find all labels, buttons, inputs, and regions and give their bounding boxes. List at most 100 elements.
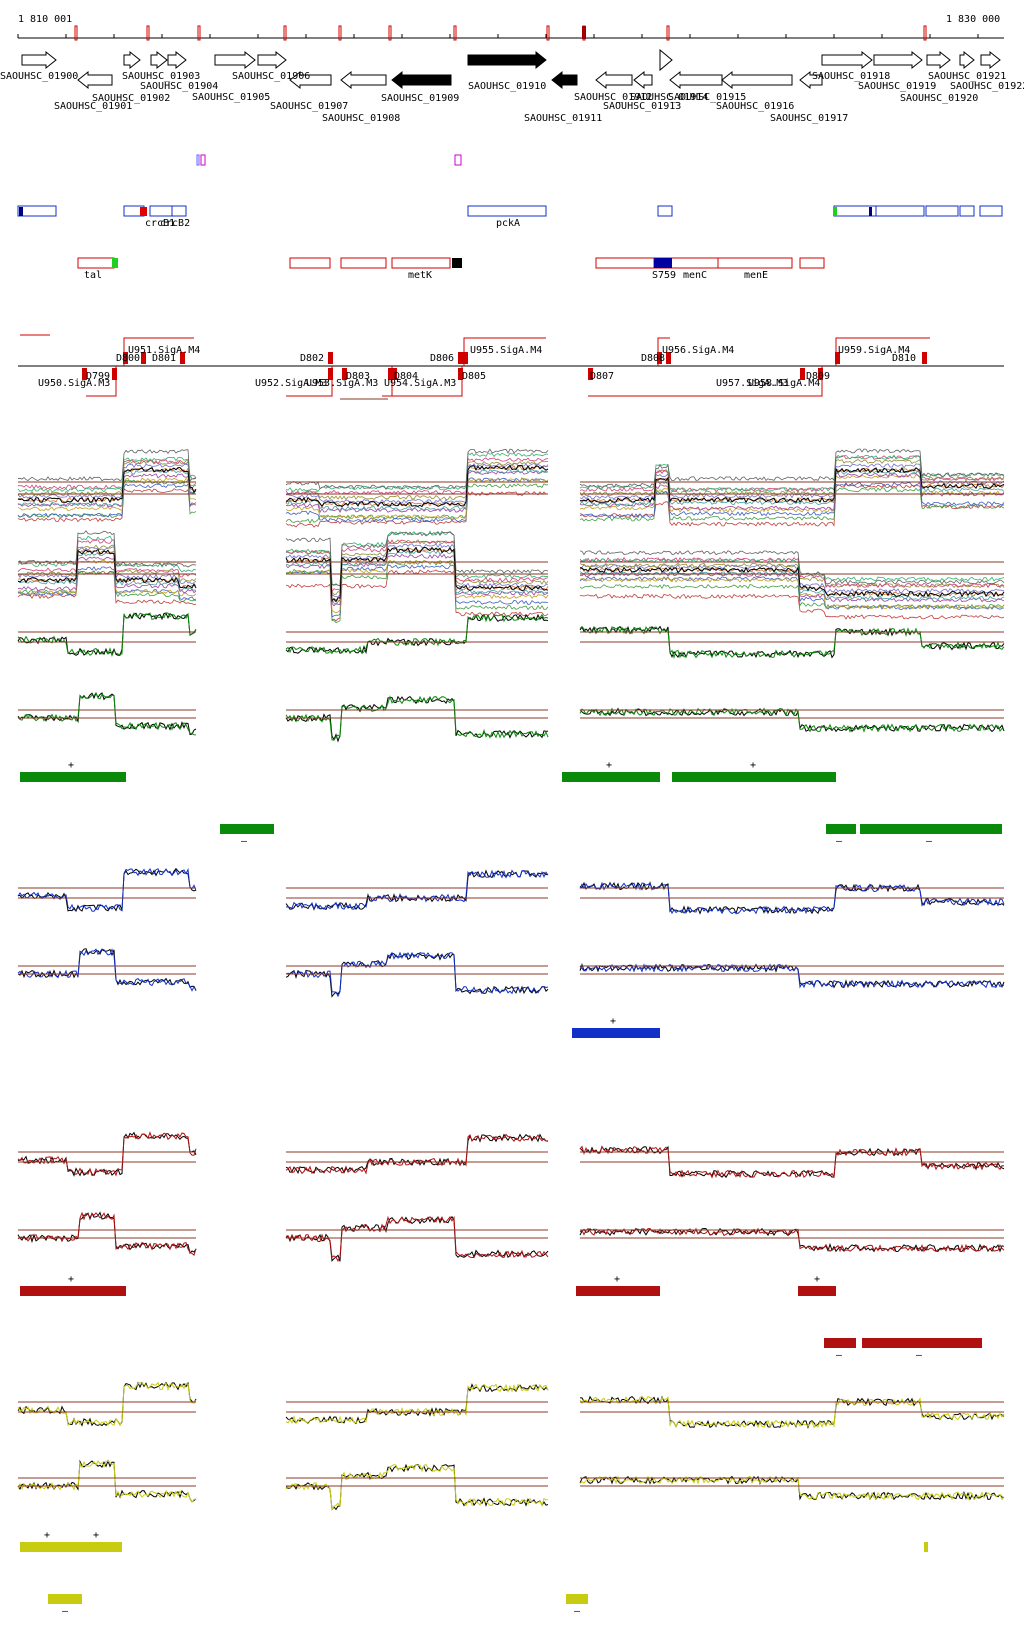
strand-label: – [836, 836, 843, 847]
gene-arrow [150, 50, 168, 70]
expression-trace [17, 477, 197, 512]
expression-trace [17, 948, 197, 991]
gene-arrow [289, 70, 332, 90]
axis-feature-mark [338, 25, 342, 41]
expression-trace [285, 1133, 549, 1175]
promoter-label: D805 [462, 371, 486, 382]
expression-trace [285, 1383, 549, 1425]
expression-trace [17, 466, 197, 504]
gene-label: SAOUHSC_01905 [192, 92, 270, 103]
promoter-label: D801 [152, 353, 176, 364]
gene-arrow [595, 70, 633, 90]
gene-arrow [391, 70, 452, 90]
expression-trace [17, 459, 197, 490]
expression-trace [285, 695, 549, 741]
red-feature [799, 257, 825, 269]
annotation-label: crcB1 [145, 218, 175, 229]
expression-trace [17, 1460, 197, 1504]
expression-trace [579, 881, 1005, 915]
expression-trace [579, 576, 1005, 610]
expression-trace [285, 546, 549, 603]
segment-bar [20, 1542, 122, 1552]
expression-trace [17, 1211, 197, 1256]
expression-trace [285, 951, 549, 998]
gene-label: SAOUHSC_01900 [0, 71, 78, 82]
axis-feature-mark [388, 25, 392, 41]
strand-label: + [614, 1274, 620, 1285]
gene-label: SAOUHSC_01911 [524, 113, 602, 124]
gene-label: SAOUHSC_01901 [54, 101, 132, 112]
expression-trace [285, 465, 549, 507]
expression-trace [579, 455, 1005, 493]
gene-arrow [633, 70, 653, 90]
expression-trace [579, 454, 1005, 493]
expression-trace [285, 490, 549, 528]
axis-feature-mark [666, 25, 670, 41]
expression-trace [579, 463, 1005, 501]
red-feature-mark [654, 258, 672, 268]
blue-feature-mark [140, 207, 147, 216]
expression-trace [285, 1383, 549, 1424]
red-feature [77, 257, 115, 269]
expression-trace [17, 612, 197, 658]
red-feature [289, 257, 331, 269]
promoter-track [18, 334, 1004, 400]
gene-label: SAOUHSC_01922 [950, 81, 1024, 92]
expression-trace [285, 549, 549, 606]
expression-trace [17, 566, 197, 601]
expression-trace [17, 1381, 197, 1427]
expression-trace [17, 483, 197, 518]
promoter-label: D803 [346, 371, 370, 382]
strand-label: + [68, 760, 74, 771]
segment-bars: + + + – – – + + + + – – + + – – [20, 760, 1002, 1617]
strand-label: – [574, 1606, 581, 1617]
promoter-mark [123, 352, 128, 364]
strand-label: – [916, 1350, 923, 1361]
expression-trace [17, 456, 197, 493]
segment-bar [566, 1594, 588, 1604]
gene-arrow [926, 50, 951, 70]
expression-trace [285, 547, 549, 602]
gene-label: SAOUHSC_01920 [900, 93, 978, 104]
annotation-label: menE [744, 270, 768, 281]
promoter-mark [458, 368, 463, 380]
expression-trace [579, 466, 1005, 504]
axis-feature-mark [146, 25, 150, 41]
expression-trace [17, 692, 197, 736]
annotation-label: metK [408, 270, 432, 281]
promoter-label: D810 [892, 353, 916, 364]
promoter-label: D808 [641, 353, 665, 364]
annotation-label: menC [683, 270, 707, 281]
axis-feature-mark [197, 25, 201, 41]
axis-feature-mark [74, 25, 78, 41]
strand-label: – [241, 836, 248, 847]
promoter-label: U957.SigA.M3 [716, 378, 788, 389]
promoter-label: D806 [430, 353, 454, 364]
expression-trace [17, 548, 197, 589]
expression-trace [579, 448, 1005, 489]
gene-label: SAOUHSC_01917 [770, 113, 848, 124]
segment-bar [924, 1542, 928, 1552]
promoter-label: D809 [806, 371, 830, 382]
strand-label: + [750, 760, 756, 771]
promoter-label: U956.SigA.M4 [662, 345, 734, 356]
expression-trace [286, 559, 549, 614]
expression-trace [285, 869, 549, 911]
expression-trace [285, 464, 549, 508]
gene-arrow [669, 70, 723, 90]
segment-bar [798, 1286, 836, 1296]
gene-label: SAOUHSC_01914 [630, 92, 708, 103]
segment-bar [562, 772, 660, 782]
strand-label: – [62, 1606, 69, 1617]
gene-arrow [551, 70, 578, 90]
blue-annotation-track [17, 205, 1003, 217]
promoter-label: U954.SigA.M3 [384, 378, 456, 389]
promoter-label: U953.SigA.M3 [306, 378, 378, 389]
expression-trace [579, 469, 1005, 507]
promoter-label: U958.SigA.M4 [748, 378, 820, 389]
gene-label: SAOUHSC_01916 [716, 101, 794, 112]
promoter-mark [463, 352, 468, 364]
red-feature [717, 257, 793, 269]
promoter-label: U951.SigA.M4 [128, 345, 200, 356]
strand-label: + [610, 1016, 616, 1027]
